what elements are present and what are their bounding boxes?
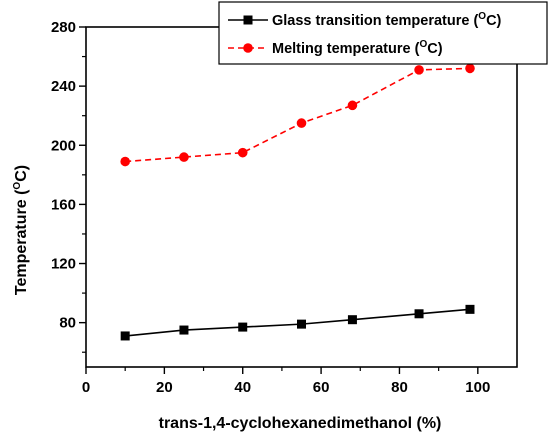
x-tick-label: 0 [82, 379, 90, 396]
y-tick-label: 160 [51, 196, 76, 213]
series-layer [120, 64, 474, 341]
y-tick-label: 240 [51, 78, 76, 95]
melting-point [179, 152, 189, 162]
melting-point [297, 118, 307, 128]
legend-melting-label: Melting temperature (OC) [272, 39, 443, 57]
y-tick-label: 80 [59, 315, 76, 332]
glass-transition-point [179, 326, 188, 335]
glass-transition-point [121, 331, 130, 340]
melting-series-line [125, 68, 470, 161]
x-tick-label: 80 [391, 379, 408, 396]
legend-glass-label: Glass transition temperature (OC) [272, 11, 502, 29]
glass-transition-point [297, 320, 306, 329]
y-axis-ticks: 80 120 160 200 240 280 [51, 19, 86, 352]
glass-transition-point [415, 309, 424, 318]
legend-glass-marker [244, 16, 253, 25]
y-tick-label: 280 [51, 19, 76, 36]
glass-transition-point [348, 315, 357, 324]
legend: Glass transition temperature (OC) Meltin… [219, 2, 547, 64]
x-axis-ticks: 0 20 40 60 80 100 [82, 367, 491, 396]
y-axis-label: Temperature (OC) [12, 165, 30, 295]
melting-point [120, 157, 130, 167]
x-tick-label: 60 [313, 379, 330, 396]
melting-point [414, 65, 424, 75]
melting-point [348, 101, 358, 111]
plot-frame [86, 27, 517, 367]
x-tick-label: 20 [156, 379, 173, 396]
melting-point [238, 148, 248, 158]
legend-melting-marker [243, 43, 253, 53]
y-tick-label: 120 [51, 256, 76, 273]
x-tick-label: 40 [234, 379, 251, 396]
y-tick-label: 200 [51, 137, 76, 154]
melting-point [465, 64, 475, 74]
x-tick-label: 100 [465, 379, 490, 396]
glass-transition-point [238, 323, 247, 332]
glass-transition-point [465, 305, 474, 314]
x-axis-label: trans-1,4-cyclohexanedimethanol (%) [159, 415, 442, 432]
